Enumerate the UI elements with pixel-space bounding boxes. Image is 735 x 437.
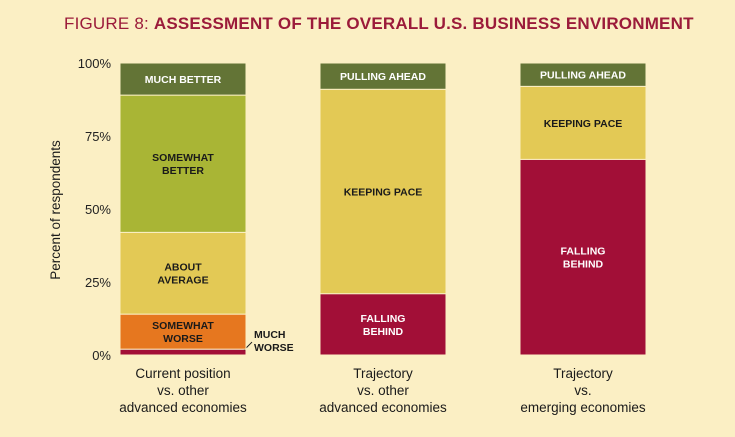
y-axis-label: Percent of respondents — [48, 140, 63, 280]
bar-segment — [319, 62, 447, 90]
bar-stack: MUCH WORSE SOMEWHAT WORSE ABOUT AVERAGE SOMEWH… — [119, 62, 294, 356]
bar-segment — [119, 313, 247, 350]
y-tick-label: 50% — [85, 202, 111, 217]
bars: MUCH WORSE SOMEWHAT WORSE ABOUT AVERAGE SOMEWH… — [119, 62, 647, 356]
segment-label: MUCH BETTER — [145, 74, 222, 86]
bar-stack: FALLING BEHIND KEEPING PACE PULLING AHEAD — [319, 62, 447, 356]
y-axis: 0% 25% 50% 75% 100% — [78, 56, 112, 363]
segment-label: PULLING AHEAD — [340, 71, 426, 83]
y-tick-label: 100% — [78, 56, 112, 71]
y-tick-label: 25% — [85, 275, 111, 290]
x-category-label: Trajectory vs. emerging economies — [520, 366, 646, 415]
bar-segment — [119, 62, 247, 96]
bar-stack: FALLING BEHIND KEEPING PACE PULLING AHEAD — [519, 62, 647, 356]
bar-segment — [319, 88, 447, 295]
segment-label: KEEPING PACE — [344, 186, 423, 198]
x-axis-categories: Current position vs. other advanced econom… — [119, 366, 646, 415]
y-tick-label: 0% — [92, 348, 111, 363]
figure-title: ASSESSMENT OF THE OVERALL U.S. BUSINESS … — [153, 14, 694, 33]
bar-segment — [119, 231, 247, 315]
segment-label: FALLING BEHIND — [361, 313, 406, 338]
bar-segment — [519, 158, 647, 356]
segment-label: ABOUT AVERAGE — [157, 262, 208, 287]
segment-label: MUCH WORSE — [254, 329, 294, 354]
segment-label: FALLING BEHIND — [561, 246, 606, 271]
bar-segment — [519, 85, 647, 160]
chart-title: FIGURE 8: ASSESSMENT OF THE OVERALL U.S.… — [64, 14, 694, 34]
x-category-label: Current position vs. other advanced econom… — [119, 366, 247, 415]
x-category-label: Trajectory vs. other advanced economies — [319, 366, 447, 415]
figure-number: FIGURE 8: — [64, 14, 149, 33]
segment-label: KEEPING PACE — [544, 118, 623, 130]
bar-segment — [319, 293, 447, 356]
bar-segment — [119, 94, 247, 233]
segment-label: PULLING AHEAD — [540, 70, 626, 82]
y-tick-label: 75% — [85, 129, 111, 144]
segment-label: SOMEWHAT WORSE — [152, 320, 214, 345]
bar-segment — [119, 348, 247, 356]
segment-label: SOMEWHAT BETTER — [152, 152, 214, 177]
bar-segment — [519, 62, 647, 87]
